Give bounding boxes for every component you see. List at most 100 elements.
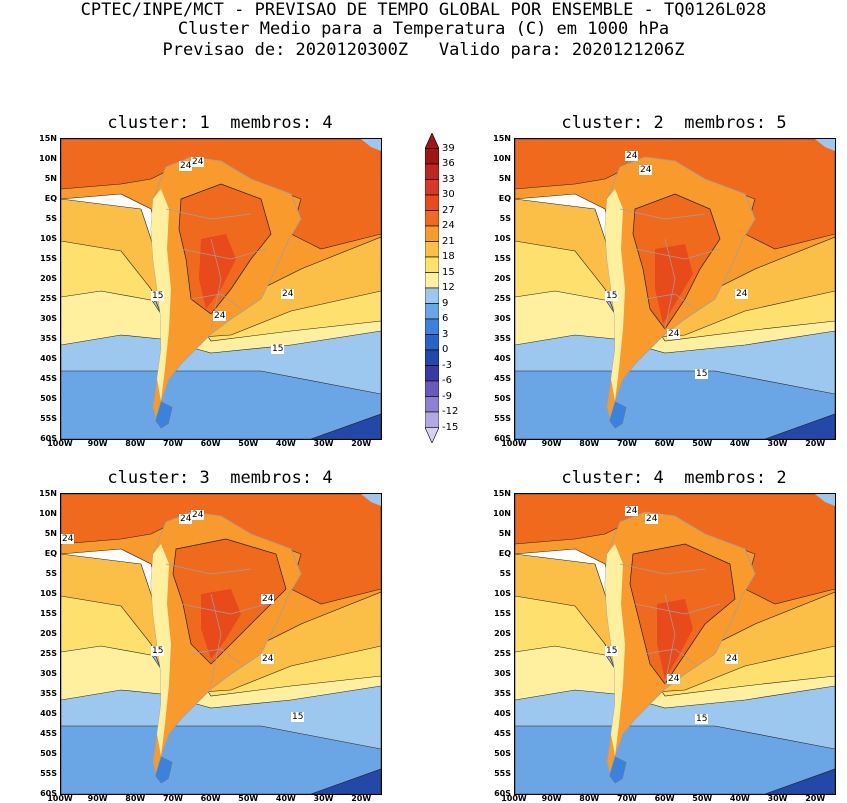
colorbar-swatch: [425, 365, 439, 382]
contour-label: 15: [605, 291, 619, 301]
patagonia-land: [154, 755, 174, 785]
latitude-label: 5S: [499, 569, 511, 578]
longitude-label: 80W: [125, 794, 146, 803]
latitude-label: 25S: [40, 294, 57, 303]
patagonia-land: [154, 400, 174, 430]
latitude-label: 5S: [45, 569, 57, 578]
colorbar-label: 15: [442, 266, 455, 278]
contour-label: 24: [625, 506, 639, 516]
contour-label: 24: [261, 594, 275, 604]
latitude-label: 30S: [40, 669, 57, 678]
latitude-label: 20S: [494, 274, 511, 283]
colorbar-swatch: [425, 411, 439, 428]
colorbar-label: 9: [442, 297, 449, 309]
latitude-label: 25S: [494, 294, 511, 303]
longitude-label: 30W: [313, 794, 334, 803]
latitude-label: 5S: [499, 214, 511, 223]
colorbar-label: -6: [442, 375, 452, 386]
longitude-label: 50W: [692, 439, 713, 448]
temperature-field: [61, 139, 381, 439]
latitude-label: 10S: [40, 589, 57, 598]
longitude-label: 100W: [501, 439, 527, 448]
contour-label: 24: [735, 289, 749, 299]
longitude-label: 70W: [616, 794, 637, 803]
temperature-field: [61, 494, 381, 794]
temperature-band: [515, 643, 835, 709]
longitude-label: 100W: [501, 794, 527, 803]
latitude-label: 10N: [493, 509, 511, 518]
contour-label: 24: [639, 165, 653, 175]
contour-label: 24: [191, 510, 205, 520]
contour-label: 15: [695, 369, 709, 379]
latitude-label: 40S: [40, 354, 57, 363]
cool-patch: [815, 139, 835, 151]
header-line-3: Previsao de: 2020120300Z Valido para: 20…: [162, 40, 685, 60]
colorbar-label: 30: [442, 189, 455, 200]
colorbar-label: 18: [442, 251, 455, 262]
colorbar-label: 33: [442, 173, 455, 185]
latitude-label: 50S: [40, 394, 57, 403]
latitude-label: 15S: [40, 609, 57, 618]
longitude-label: 30W: [767, 794, 788, 803]
colorbar-label: 3: [442, 328, 449, 340]
colorbar-swatch: [425, 179, 439, 196]
hot-interior-region: [657, 599, 693, 679]
latitude-label: 10S: [494, 234, 511, 243]
longitude-label: 20W: [805, 794, 826, 803]
longitude-label: 20W: [351, 439, 372, 448]
latitude-label: 15S: [494, 254, 511, 263]
temperature-band: [61, 643, 381, 709]
colorbar-swatch: [425, 318, 439, 335]
country-borders: [619, 208, 721, 330]
latitude-label: 45S: [494, 729, 511, 738]
longitude-label: 50W: [692, 794, 713, 803]
panel-title: cluster: 4 membros: 2: [561, 468, 787, 488]
temperature-band: [515, 288, 835, 354]
longitude-label: 70W: [616, 439, 637, 448]
colorbar-swatch: [425, 148, 439, 165]
longitude-label: 20W: [805, 439, 826, 448]
contour-label: 15: [151, 291, 165, 301]
cool-patch: [815, 494, 835, 506]
latitude-label: 50S: [494, 749, 511, 758]
patagonia-land: [608, 755, 628, 785]
latitude-label: 5N: [44, 529, 57, 538]
longitude-label: 40W: [729, 439, 750, 448]
latitude-label: 60S: [494, 434, 511, 443]
latitude-label: 20S: [40, 629, 57, 638]
longitude-label: 40W: [275, 794, 296, 803]
contour-label: 24: [61, 534, 75, 544]
colorbar-label: 0: [442, 344, 449, 355]
latitude-label: 30S: [494, 314, 511, 323]
longitude-label: 60W: [200, 439, 221, 448]
latitude-label: 60S: [40, 434, 57, 443]
contour-label: 24: [667, 674, 681, 684]
latitude-label: 10S: [40, 234, 57, 243]
latitude-label: 5N: [498, 529, 511, 538]
latitude-label: 10S: [494, 589, 511, 598]
latitude-label: 35S: [494, 689, 511, 698]
longitude-label: 40W: [275, 439, 296, 448]
colorbar-label: -3: [442, 359, 452, 371]
longitude-label: 50W: [238, 794, 259, 803]
colorbar-swatch: [425, 194, 439, 211]
contour-label: 24: [667, 329, 681, 339]
temperature-field: [515, 494, 835, 794]
panel-title: cluster: 1 membros: 4: [107, 113, 333, 133]
latitude-label: EQ: [498, 549, 511, 558]
latitude-label: 15S: [40, 254, 57, 263]
map-panel: 24 24 24 24 24 15 15: [60, 493, 382, 795]
header-line-2: Cluster Medio para a Temperatura (C) em …: [177, 19, 670, 39]
colorbar-swatch: [425, 287, 439, 304]
longitude-label: 60W: [654, 439, 675, 448]
latitude-label: 35S: [494, 334, 511, 343]
colorbar-swatch: [425, 380, 439, 397]
latitude-label: 40S: [40, 709, 57, 718]
latitude-label: 20S: [494, 629, 511, 638]
latitude-label: 15N: [39, 134, 57, 143]
longitude-label: 30W: [767, 439, 788, 448]
latitude-label: EQ: [44, 549, 57, 558]
longitude-label: 50W: [238, 439, 259, 448]
colorbar-label: 21: [442, 235, 455, 247]
colorbar-swatch: [425, 303, 439, 320]
